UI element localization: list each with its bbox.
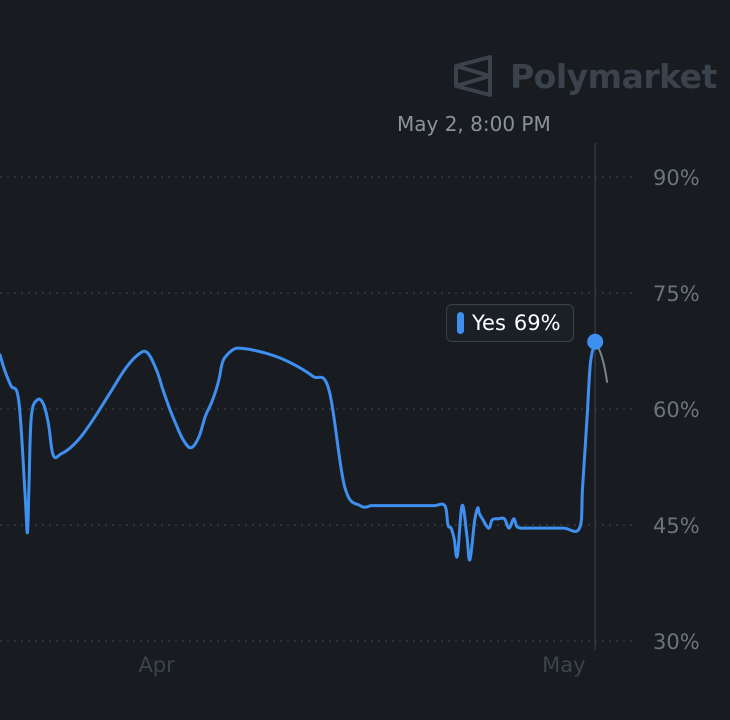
y-tick-label: 75% xyxy=(653,282,700,306)
x-axis: Apr May xyxy=(138,653,585,677)
brand: Polymarket xyxy=(452,54,717,98)
series-line-yes xyxy=(0,340,597,562)
chart-gridlines xyxy=(0,176,636,642)
y-tick-label: 60% xyxy=(653,398,700,422)
y-tick-label: 45% xyxy=(653,514,700,538)
hover-date-label: May 2, 8:00 PM xyxy=(397,112,551,136)
polymarket-logo-icon xyxy=(454,55,492,97)
tooltip-value: 69% xyxy=(513,311,561,335)
x-tick-label: Apr xyxy=(138,653,175,677)
y-tick-label: 90% xyxy=(653,166,700,190)
hover-tooltip: Yes 69% xyxy=(446,304,574,342)
brand-name: Polymarket xyxy=(510,56,717,96)
y-tick-label: 30% xyxy=(653,630,700,654)
y-axis: 90% 75% 60% 45% 30% xyxy=(653,166,700,654)
hover-point[interactable] xyxy=(587,333,604,350)
x-tick-label: May xyxy=(542,653,585,677)
series-swatch xyxy=(457,312,464,334)
tooltip-series-label: Yes xyxy=(472,311,506,335)
